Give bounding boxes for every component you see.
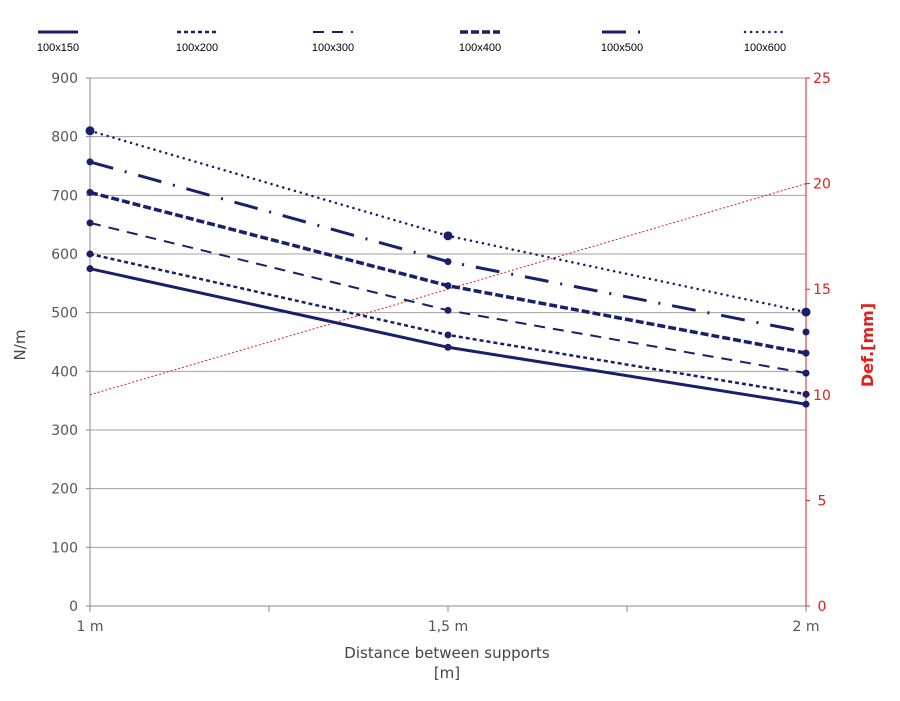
legend-label: 100x200 bbox=[176, 42, 218, 54]
data-point bbox=[444, 282, 452, 290]
series-lines bbox=[85, 126, 811, 408]
y-tick-label: 700 bbox=[51, 188, 78, 204]
data-point bbox=[802, 400, 810, 408]
legend-label: 100x300 bbox=[312, 42, 354, 54]
y2-axis-label: Def.[mm] bbox=[858, 303, 877, 387]
data-point bbox=[443, 231, 453, 241]
data-point bbox=[444, 343, 452, 351]
data-point bbox=[444, 258, 452, 266]
x-axis-unit: [m] bbox=[434, 664, 460, 682]
y-tick-label: 400 bbox=[51, 364, 78, 380]
legend-label: 100x400 bbox=[459, 42, 501, 54]
y-tick-label: 100 bbox=[51, 540, 78, 556]
y-axis-label: N/m bbox=[11, 330, 29, 361]
axes: 0 100 200 300 400 500 600 700 800 900 0 5 10 15 20 25 1 … bbox=[51, 71, 831, 635]
legend: 100x150 100x200 100x300 100x400 100x500 100x6… bbox=[37, 30, 787, 54]
data-point bbox=[444, 331, 452, 339]
y2-tick-label: 0 bbox=[818, 599, 827, 615]
y-tick-label: 800 bbox=[51, 130, 78, 146]
y-tick-label: 500 bbox=[51, 306, 78, 322]
y-tick-label: 200 bbox=[51, 482, 78, 498]
y2-tick-label: 25 bbox=[813, 71, 831, 87]
data-point bbox=[85, 126, 95, 136]
data-point bbox=[802, 369, 810, 377]
legend-label: 100x500 bbox=[601, 42, 643, 54]
x-axis-label: Distance between supports bbox=[344, 644, 550, 662]
x-tick-label: 2 m bbox=[793, 619, 820, 635]
data-point bbox=[86, 219, 94, 227]
y2-tick-label: 5 bbox=[818, 493, 827, 509]
y-tick-label: 900 bbox=[51, 71, 78, 87]
legend-label: 100x150 bbox=[37, 42, 79, 54]
y2-tick-label: 10 bbox=[813, 388, 831, 404]
series-line-100x500 bbox=[89, 160, 807, 334]
data-point bbox=[801, 307, 811, 317]
data-point bbox=[802, 349, 810, 357]
data-point bbox=[86, 188, 94, 196]
y2-tick-label: 15 bbox=[813, 282, 831, 298]
data-point bbox=[86, 250, 94, 258]
y-tick-label: 600 bbox=[51, 247, 78, 263]
y2-tick-label: 20 bbox=[813, 177, 831, 193]
data-point bbox=[86, 265, 94, 273]
x-tick-label: 1 m bbox=[77, 619, 104, 635]
y-tick-label: 300 bbox=[51, 423, 78, 439]
data-point bbox=[86, 158, 94, 166]
data-point bbox=[802, 390, 810, 398]
data-point bbox=[444, 306, 452, 314]
data-point bbox=[802, 328, 810, 336]
deflection-line bbox=[89, 183, 807, 396]
y-tick-label: 0 bbox=[69, 599, 78, 615]
legend-label: 100x600 bbox=[744, 42, 786, 54]
series-line-100x400 bbox=[89, 190, 807, 355]
x-tick-label: 1,5 m bbox=[428, 619, 468, 635]
series-line-100x200 bbox=[89, 252, 807, 396]
